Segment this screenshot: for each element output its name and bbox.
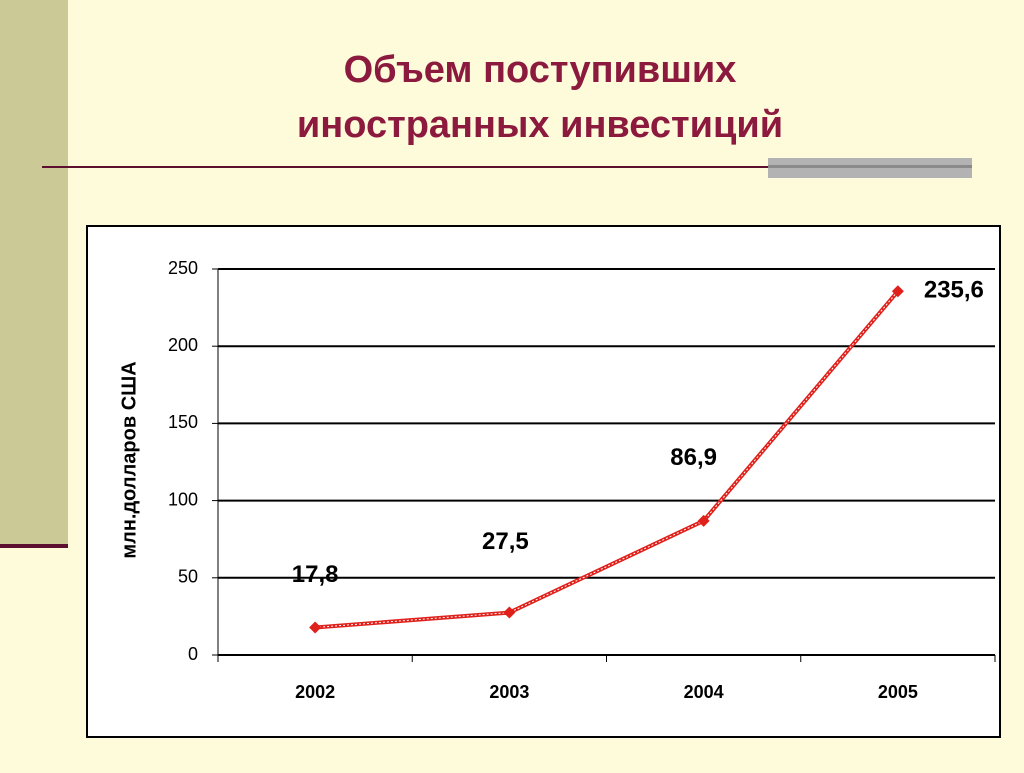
- point: [503, 606, 516, 619]
- chart-frame: [86, 225, 1001, 738]
- point: [697, 514, 710, 527]
- y-tick-label: 50: [178, 567, 198, 587]
- side-bar: [0, 0, 68, 545]
- x-tick-label: 2004: [684, 682, 724, 702]
- series-line-highlight: [315, 290, 899, 629]
- y-tick-label: 200: [168, 335, 198, 355]
- point: [309, 621, 322, 634]
- slide-title: иностранных инвестиций: [297, 104, 783, 146]
- plot: 0 50 100 150 200 250 2002 2003 2004 2005 17,8 27,5 8…: [168, 258, 996, 702]
- y-tick-label: 0: [188, 644, 198, 664]
- y-tick-label: 250: [168, 258, 198, 278]
- x-tick-label: 2003: [489, 682, 529, 702]
- y-axis-label: млн.долларов США: [118, 361, 140, 558]
- data-label: 17,8: [292, 561, 339, 588]
- slide-title: Объем поступивших: [344, 49, 737, 91]
- x-tick-label: 2005: [878, 682, 918, 702]
- x-tick-label: 2002: [295, 682, 335, 702]
- data-label: 86,9: [670, 444, 717, 471]
- y-tick-label: 100: [168, 489, 198, 509]
- data-label: 235,6: [924, 277, 984, 304]
- title-rule-accent-line: [768, 165, 972, 168]
- y-tick-label: 150: [168, 412, 198, 432]
- data-label: 27,5: [482, 528, 529, 555]
- point: [891, 285, 904, 298]
